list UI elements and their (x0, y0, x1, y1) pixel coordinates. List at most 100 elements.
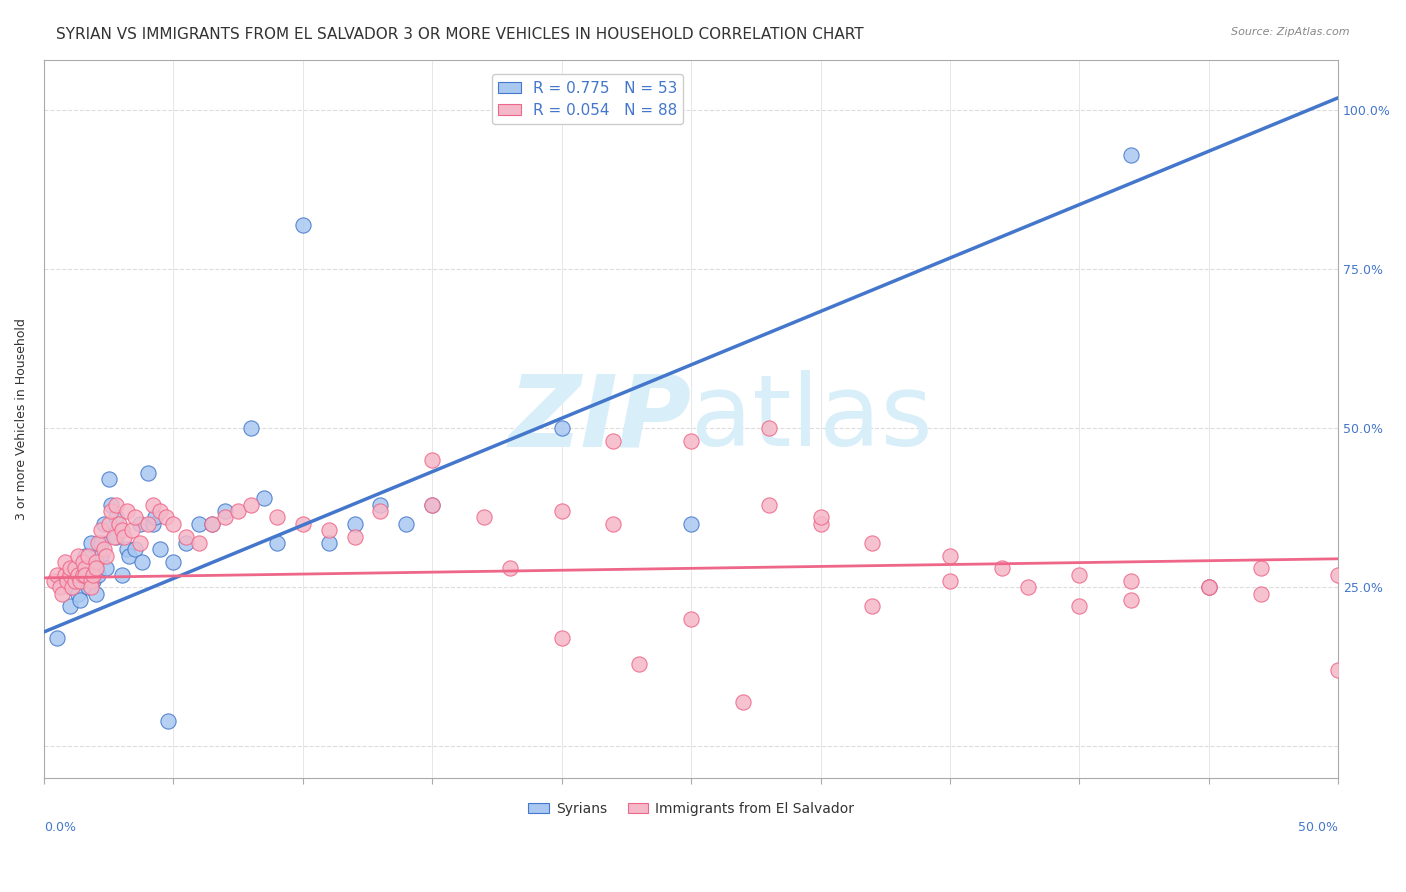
Point (226, 504, 249, 518)
Point (1069, 567, 1091, 582)
Point (149, 504, 172, 518)
Point (201, 516, 224, 531)
Text: Source: ZipAtlas.com: Source: ZipAtlas.com (1232, 27, 1350, 37)
Point (105, 530, 128, 544)
Point (90, 536, 112, 550)
Y-axis label: 3 or more Vehicles in Household: 3 or more Vehicles in Household (15, 318, 28, 520)
Point (136, 466, 159, 480)
Point (318, 536, 340, 550)
Point (420, 498, 443, 512)
Point (628, 657, 651, 671)
Point (53, 555, 76, 569)
Point (162, 555, 184, 569)
Point (124, 510, 146, 524)
Point (84, 587, 107, 601)
Point (118, 549, 141, 563)
Point (810, 510, 832, 524)
Point (136, 516, 159, 531)
Point (84, 561, 107, 575)
Point (162, 516, 184, 531)
Point (188, 536, 211, 550)
Point (157, 714, 180, 728)
Point (87, 536, 110, 550)
Point (82, 567, 104, 582)
Point (131, 555, 153, 569)
Point (87, 567, 110, 582)
Point (1250, 587, 1272, 601)
Point (128, 536, 150, 550)
Point (59, 561, 82, 575)
Point (100, 504, 122, 518)
Point (1017, 581, 1039, 595)
Point (100, 498, 122, 512)
Point (72, 567, 94, 582)
Point (1327, 663, 1350, 677)
Point (240, 421, 263, 435)
Point (176, 530, 198, 544)
Point (63, 561, 86, 575)
Point (45, 632, 67, 646)
Point (1198, 581, 1220, 595)
Text: atlas: atlas (692, 370, 932, 467)
Point (79, 536, 101, 550)
Point (66, 587, 89, 601)
Point (79, 581, 101, 595)
Point (48, 581, 70, 595)
Point (343, 530, 366, 544)
Point (128, 516, 150, 531)
Point (124, 542, 146, 557)
Point (45, 567, 67, 582)
Point (142, 516, 165, 531)
Point (939, 574, 962, 588)
Point (94, 549, 117, 563)
Point (59, 581, 82, 595)
Point (758, 498, 780, 512)
Point (149, 542, 172, 557)
Text: 0.0%: 0.0% (44, 822, 76, 834)
Point (115, 504, 138, 518)
Point (77, 581, 100, 595)
Point (266, 536, 288, 550)
Point (860, 599, 883, 614)
Point (731, 695, 754, 709)
Point (93, 542, 115, 557)
Point (1198, 581, 1220, 595)
Point (79, 567, 101, 582)
Point (291, 516, 314, 531)
Point (66, 567, 89, 582)
Point (253, 491, 276, 506)
Point (105, 510, 128, 524)
Point (77, 549, 100, 563)
Point (108, 516, 131, 531)
Point (318, 523, 340, 537)
Point (155, 510, 177, 524)
Point (681, 612, 703, 626)
Point (758, 421, 780, 435)
Point (112, 530, 135, 544)
Point (75, 549, 97, 563)
Point (188, 516, 211, 531)
Point (97, 516, 120, 531)
Point (681, 434, 703, 449)
Point (214, 510, 236, 524)
Point (499, 561, 522, 575)
Point (59, 599, 82, 614)
Point (56, 574, 79, 588)
Point (550, 632, 572, 646)
Point (51, 587, 73, 601)
Point (681, 516, 703, 531)
Point (93, 516, 115, 531)
Point (214, 504, 236, 518)
Point (550, 504, 572, 518)
Point (97, 472, 120, 486)
Point (94, 561, 117, 575)
Point (370, 504, 392, 518)
Point (810, 516, 832, 531)
Point (63, 574, 86, 588)
Text: SYRIAN VS IMMIGRANTS FROM EL SALVADOR 3 OR MORE VEHICLES IN HOUSEHOLD CORRELATIO: SYRIAN VS IMMIGRANTS FROM EL SALVADOR 3 … (56, 27, 863, 42)
Point (266, 510, 288, 524)
Point (860, 536, 883, 550)
Point (84, 561, 107, 575)
Point (1121, 593, 1143, 607)
Point (103, 530, 125, 544)
